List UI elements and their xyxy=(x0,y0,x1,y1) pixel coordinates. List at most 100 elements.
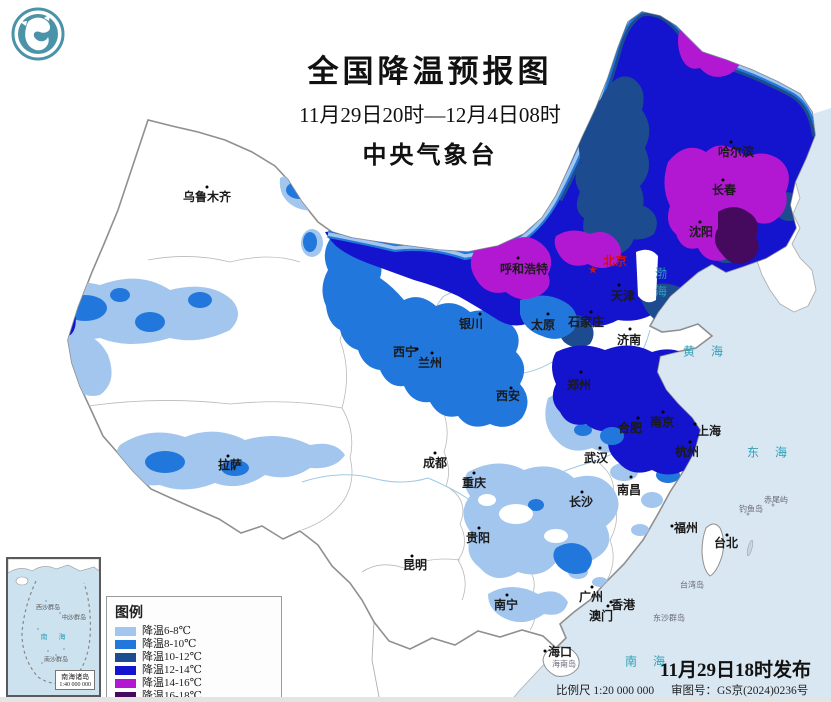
city-label: 广州 xyxy=(579,585,603,603)
map-scale: 比例尺 1:20 000 000 xyxy=(556,685,655,697)
city-dot-marker xyxy=(410,554,414,558)
city-dot-marker xyxy=(226,454,230,458)
legend-label: 降温10-12℃ xyxy=(142,651,202,663)
city-dot-marker xyxy=(628,327,632,331)
city-name: 银川 xyxy=(458,317,484,331)
city-label: 昆明 xyxy=(402,554,428,572)
city-label: 拉萨 xyxy=(217,454,243,472)
city-name: 太原 xyxy=(530,318,556,332)
city-name: 沈阳 xyxy=(688,225,714,239)
legend-row: 降温10-12℃ xyxy=(115,651,273,664)
legend-row: 降温16-18℃ xyxy=(115,690,273,702)
ryukyu-islet xyxy=(746,540,754,556)
city-dot-marker xyxy=(430,351,434,355)
legend-color-swatch xyxy=(115,679,136,688)
inset-title: 南海诸岛 xyxy=(61,673,90,681)
inset-hainan xyxy=(15,576,29,586)
cooling-region-8-10c-overlay xyxy=(520,295,624,574)
city-label: 西宁 xyxy=(393,346,419,358)
inset-place-name: 西沙群岛 xyxy=(35,605,61,612)
city-dot-marker xyxy=(505,593,509,597)
legend-label: 降温16-18℃ xyxy=(142,690,202,702)
city-name: 长春 xyxy=(711,183,737,197)
city-label: 合肥 xyxy=(617,416,643,435)
legend-row: 降温6-8℃ xyxy=(115,625,273,638)
city-dot-marker xyxy=(729,140,733,144)
city-name: 拉萨 xyxy=(217,458,243,472)
city-name: 成都 xyxy=(422,456,448,470)
legend-row: 降温8-10℃ xyxy=(115,638,273,651)
city-label: 重庆 xyxy=(461,471,487,490)
city-name: 郑州 xyxy=(566,378,592,392)
city-dot-marker: ★ xyxy=(588,265,598,276)
city-dot-marker xyxy=(698,220,702,224)
legend-color-swatch xyxy=(115,640,136,649)
city-label: 武汉 xyxy=(584,446,608,464)
inset-title-box: 南海诸岛 1:40 000 000 xyxy=(55,670,95,690)
city-dot-marker xyxy=(415,347,419,351)
city-dot-marker xyxy=(580,490,584,494)
inset-place-label: 南 海 xyxy=(41,632,68,642)
city-dot-marker xyxy=(433,451,437,455)
city-label: 澳门 xyxy=(588,604,614,623)
city-label: 银川 xyxy=(458,312,484,331)
city-dot-marker xyxy=(688,440,692,444)
city-name: 天津 xyxy=(610,289,636,303)
south-china-sea-inset: 西沙群岛 中沙群岛 南 海 南沙群岛 南海诸岛 1:40 000 000 xyxy=(6,557,101,697)
cma-logo xyxy=(10,6,66,62)
inset-place-name: 南 海 xyxy=(40,633,68,641)
city-name: 呼和浩特 xyxy=(499,262,549,276)
sea-label: 渤海 xyxy=(653,267,670,303)
island-label: 海南岛 xyxy=(552,659,576,670)
city-name: 澳门 xyxy=(588,609,614,623)
city-label: 成都 xyxy=(422,451,448,470)
province-borders xyxy=(87,256,617,631)
legend-items: 降温6-8℃ 降温8-10℃ 降温10-12℃ 降温12-14℃ xyxy=(115,625,273,702)
city-dot-marker xyxy=(516,256,520,260)
publish-time: 11月29日18时发布 xyxy=(660,660,811,681)
city-label: 沈阳 xyxy=(688,220,714,239)
legend-row: 降温12-14℃ xyxy=(115,664,273,677)
city-name: 昆明 xyxy=(402,558,428,572)
legend-label: 降温8-10℃ xyxy=(142,638,197,650)
cma-dragon-logo-graphic xyxy=(11,7,65,61)
city-dot-marker xyxy=(629,475,633,479)
city-dot-marker xyxy=(636,416,640,420)
city-name: 海口 xyxy=(547,645,573,659)
inset-place-name: 中沙群岛 xyxy=(61,615,87,622)
city-name: 合肥 xyxy=(617,421,643,435)
inset-place-label: 西沙群岛 xyxy=(36,603,60,612)
city-label: 南京 xyxy=(650,410,674,428)
city-name: 长沙 xyxy=(568,495,594,509)
city-name: 济南 xyxy=(616,333,642,347)
no-cooling-holes xyxy=(478,494,568,543)
legend-box: 图例 降温6-8℃ 降温8-10℃ 降温10-12℃ xyxy=(106,596,282,702)
city-name: 台北 xyxy=(713,536,739,550)
city-dot-marker xyxy=(589,310,593,314)
city-dot-marker xyxy=(693,422,697,426)
inset-scale: 1:40 000 000 xyxy=(59,682,91,688)
island-name: 海南岛 xyxy=(552,659,576,669)
coastal-white-strip xyxy=(636,249,658,303)
inset-place-label: 南沙群岛 xyxy=(44,655,68,664)
city-label: 贵阳 xyxy=(466,526,490,544)
legend-label: 降温14-16℃ xyxy=(142,677,202,689)
sea-label: 东 海 xyxy=(747,444,789,461)
city-name: 重庆 xyxy=(461,476,487,490)
legend-title: 图例 xyxy=(115,606,143,621)
city-label: 济南 xyxy=(616,327,642,347)
city-label: 香港 xyxy=(609,599,635,611)
city-label: 哈尔滨 xyxy=(718,140,754,158)
island-label: 台湾岛 xyxy=(680,580,704,591)
island-name: 赤尾屿 xyxy=(764,495,788,505)
legend-color-swatch xyxy=(115,666,136,675)
city-dot-marker xyxy=(477,526,481,530)
legend-label: 降温6-8℃ xyxy=(142,625,191,637)
city-name: 杭州 xyxy=(674,445,700,459)
city-name: 石家庄 xyxy=(567,315,605,329)
city-dot-marker xyxy=(617,283,621,287)
city-label: 西安 xyxy=(496,386,520,402)
city-dot-marker xyxy=(205,185,209,189)
